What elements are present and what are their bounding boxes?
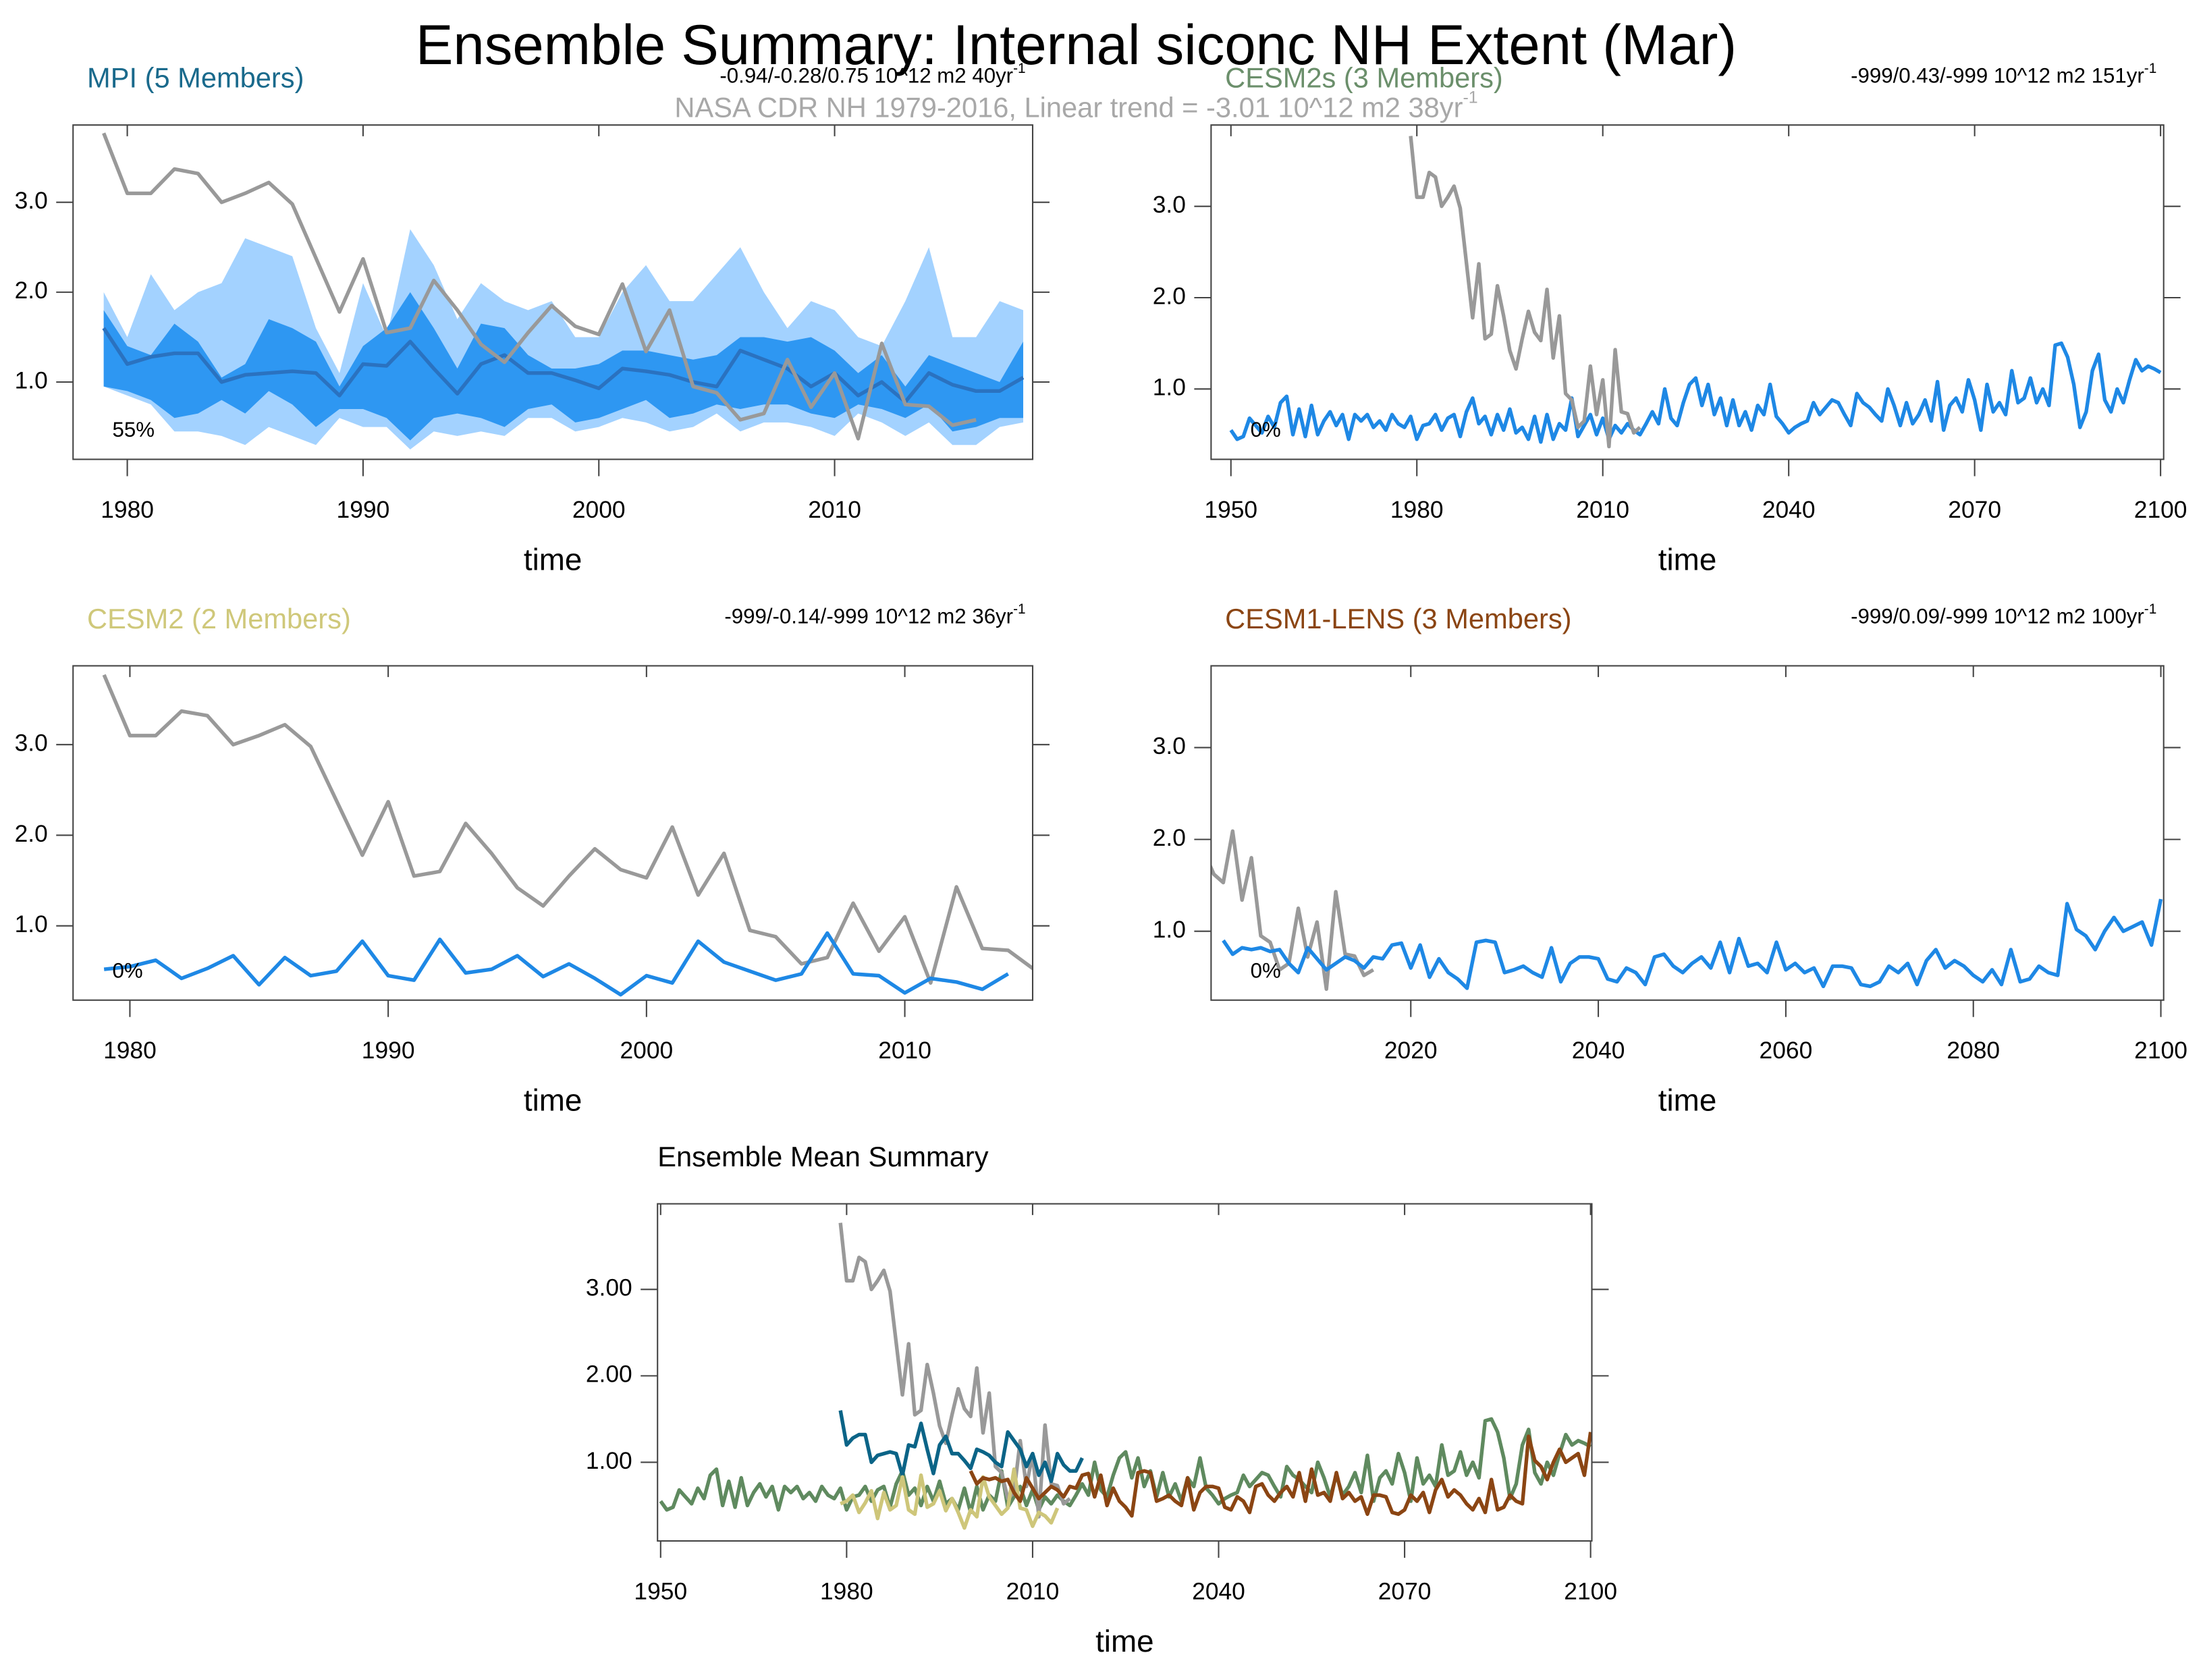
panel-stats: -0.94/-0.28/0.75 10^12 m2 40yr-1 — [719, 60, 1025, 87]
series-line — [1222, 898, 2163, 990]
plot-area — [102, 674, 1033, 997]
plot-frame — [657, 1203, 1593, 1542]
stats-text: -999/0.43/-999 10^12 m2 151yr — [1851, 64, 2144, 88]
panel: Ensemble Mean Summary time 1.00 2.00 3.00 195… — [586, 1141, 1617, 1658]
panel-stats: -999/0.43/-999 10^12 m2 151yr-1 — [1851, 60, 2156, 87]
plot-area — [1211, 829, 2163, 992]
x-tick-label: 1980 — [820, 1578, 873, 1604]
panel-title: CESM2 (2 Members) — [87, 603, 351, 634]
x-tick-label: 2040 — [1572, 1037, 1625, 1064]
x-tick-label: 2060 — [1760, 1037, 1813, 1064]
annotation: 0% — [1251, 418, 1281, 441]
y-tick-label: 2.0 — [15, 821, 48, 847]
y-tick-label: 1.00 — [586, 1448, 632, 1474]
x-tick-label: 2010 — [808, 497, 861, 523]
y-tick-label: 2.00 — [586, 1361, 632, 1388]
panel: CESM2s (3 Members) -999/0.43/-999 10^12 m… — [1153, 60, 2187, 576]
panel: CESM1-LENS (3 Members) -999/0.09/-999 10^… — [1153, 601, 2187, 1118]
series-line — [840, 1467, 1060, 1530]
x-tick-label: 1980 — [1390, 497, 1444, 523]
y-tick-label: 3.0 — [15, 730, 48, 757]
plot-area — [1229, 136, 2162, 449]
x-axis-label: time — [1658, 1083, 1717, 1118]
x-tick-label: 2100 — [1564, 1578, 1617, 1604]
y-tick-label: 2.0 — [15, 277, 48, 304]
plot-area — [102, 132, 1025, 450]
plot-area — [659, 1222, 1592, 1530]
series-line — [659, 1417, 1592, 1515]
x-tick-label: 2100 — [2134, 497, 2187, 523]
subtitle-text: NASA CDR NH 1979-2016, Linear trend = -3… — [674, 91, 1463, 123]
x-tick-label: 2010 — [878, 1037, 931, 1064]
x-tick-label: 2100 — [2134, 1037, 2187, 1064]
x-axis-label: time — [524, 543, 582, 577]
stats-text: -0.94/-0.28/0.75 10^12 m2 40yr — [719, 64, 1013, 88]
panel: CESM2 (2 Members) -999/-0.14/-999 10^12 m… — [15, 601, 1050, 1118]
stats-exponent: -1 — [1013, 601, 1026, 617]
series-line — [1409, 136, 1641, 449]
panel-title: CESM2s (3 Members) — [1225, 62, 1503, 94]
series-line — [102, 674, 1033, 985]
band — [103, 229, 1024, 450]
series-line — [1229, 341, 2162, 444]
y-tick-label: 2.0 — [1153, 283, 1186, 309]
x-tick-label: 2070 — [1948, 497, 2001, 523]
series-line — [838, 1410, 1084, 1484]
x-tick-label: 2040 — [1762, 497, 1816, 523]
x-tick-label: 1990 — [362, 1037, 415, 1064]
panel-stats: -999/-0.14/-999 10^12 m2 36yr-1 — [724, 601, 1025, 628]
y-tick-label: 3.0 — [1153, 192, 1186, 218]
panel-title: MPI (5 Members) — [87, 62, 304, 94]
stats-text: -999/-0.14/-999 10^12 m2 36yr — [724, 605, 1013, 628]
x-axis-label: time — [1658, 543, 1717, 577]
stats-exponent: -1 — [2144, 601, 2157, 617]
panel-title: Ensemble Mean Summary — [657, 1141, 989, 1172]
plot-frame — [1210, 124, 2165, 460]
annotation: 0% — [113, 958, 143, 982]
figure-subtitle: NASA CDR NH 1979-2016, Linear trend = -3… — [674, 88, 1477, 123]
series-line — [838, 1222, 1071, 1519]
x-tick-label: 2000 — [620, 1037, 673, 1064]
y-tick-label: 1.0 — [1153, 375, 1186, 401]
y-tick-label: 1.0 — [1153, 917, 1186, 943]
y-tick-label: 1.0 — [15, 367, 48, 394]
y-tick-label: 1.0 — [15, 911, 48, 938]
annotation: 55% — [113, 418, 155, 441]
y-tick-label: 3.0 — [15, 188, 48, 214]
panel-title: CESM1-LENS (3 Members) — [1225, 603, 1571, 634]
x-axis-label: time — [1095, 1624, 1154, 1658]
x-tick-label: 2070 — [1378, 1578, 1432, 1604]
band — [103, 292, 1024, 441]
x-tick-label: 1950 — [634, 1578, 687, 1604]
x-axis-label: time — [524, 1083, 582, 1118]
stats-text: -999/0.09/-999 10^12 m2 100yr — [1851, 605, 2144, 628]
series-line — [103, 931, 1010, 997]
x-tick-label: 2040 — [1192, 1578, 1245, 1604]
x-tick-label: 1980 — [101, 497, 154, 523]
panel-stats: -999/0.09/-999 10^12 m2 100yr-1 — [1851, 601, 2156, 628]
x-tick-label: 1990 — [337, 497, 390, 523]
x-tick-label: 2020 — [1384, 1037, 1438, 1064]
panel: MPI (5 Members) -0.94/-0.28/0.75 10^12 m2… — [15, 60, 1050, 577]
x-tick-label: 2010 — [1006, 1578, 1060, 1604]
stats-exponent: -1 — [1013, 60, 1026, 76]
figure-title: Ensemble Summary: Internal siconc NH Ext… — [416, 13, 1737, 76]
y-tick-label: 2.0 — [1153, 825, 1186, 851]
x-tick-label: 1950 — [1204, 497, 1257, 523]
y-tick-label: 3.0 — [1153, 733, 1186, 759]
x-tick-label: 2080 — [1947, 1037, 2000, 1064]
subtitle-exponent: -1 — [1463, 88, 1477, 107]
x-tick-label: 2000 — [572, 497, 626, 523]
annotation: 0% — [1251, 958, 1281, 982]
series-line — [102, 132, 977, 441]
plot-frame — [1210, 665, 2165, 1001]
y-tick-label: 3.00 — [586, 1275, 632, 1301]
series-line — [969, 1432, 1592, 1518]
series-line — [1211, 829, 1375, 992]
stats-exponent: -1 — [2144, 60, 2157, 76]
x-tick-label: 2010 — [1576, 497, 1629, 523]
x-tick-label: 1980 — [103, 1037, 157, 1064]
plot-frame — [72, 665, 1034, 1001]
